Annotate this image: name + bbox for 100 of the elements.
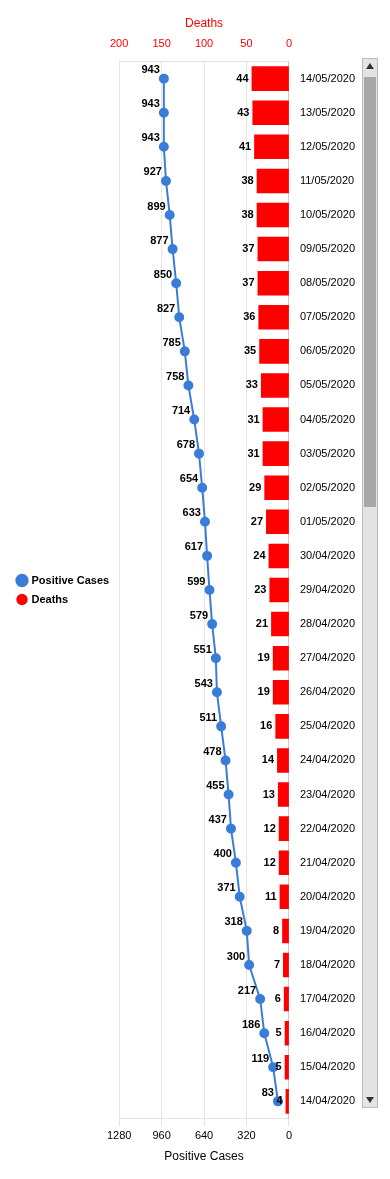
x-axis-title: Positive Cases	[164, 1149, 244, 1164]
data-label: 579	[189, 608, 209, 621]
data-label: 714	[171, 404, 192, 417]
y-tick-label: 18/04/2020	[299, 958, 356, 971]
y-tick-label: 17/04/2020	[299, 992, 356, 1005]
y-tick-label: 08/05/2020	[299, 276, 356, 289]
data-label: 785	[162, 335, 181, 348]
data-label: 654	[179, 472, 200, 485]
data-label: 478	[203, 744, 222, 757]
data-label: 371	[217, 881, 236, 894]
data-label: 758	[166, 369, 185, 382]
data-label: 31	[247, 446, 260, 459]
data-label: 400	[213, 847, 232, 860]
y-tick-label: 04/05/2020	[299, 412, 356, 425]
point	[230, 857, 241, 868]
data-label: 437	[208, 813, 227, 826]
data-label: 927	[143, 165, 162, 178]
data-label: 13	[262, 787, 275, 800]
data-label: 455	[206, 779, 225, 792]
x2-tick-label: 0	[285, 37, 293, 50]
data-label: 300	[226, 949, 246, 962]
y-tick-label: 10/05/2020	[299, 208, 356, 221]
point	[225, 823, 236, 834]
y-tick-label: 12/05/2020	[299, 139, 356, 152]
data-label: 36	[243, 310, 256, 323]
point	[179, 346, 190, 357]
point	[158, 73, 169, 84]
point	[241, 925, 252, 936]
point	[207, 619, 218, 630]
point	[174, 312, 185, 323]
x2-axis-title: Deaths	[185, 15, 224, 30]
data-label: 12	[263, 855, 276, 868]
x2-tick-label: 50	[240, 37, 253, 50]
y-tick-label: 26/04/2020	[299, 685, 356, 698]
point	[194, 448, 205, 459]
y-tick-label: 29/04/2020	[299, 583, 356, 596]
y-tick-label: 14/04/2020	[299, 1094, 356, 1107]
data-label: 33	[245, 378, 258, 391]
data-label: 318	[224, 915, 243, 928]
point	[211, 687, 222, 698]
data-label: 850	[153, 267, 173, 280]
point	[234, 891, 245, 902]
data-label: 38	[241, 173, 254, 186]
point	[199, 516, 210, 527]
y-tick-label: 11/05/2020	[299, 173, 355, 186]
data-label: 12	[263, 821, 276, 834]
point	[204, 585, 215, 595]
y-tick-label: 01/05/2020	[299, 514, 356, 527]
point	[189, 414, 200, 425]
data-label: 186	[241, 1017, 261, 1030]
data-label: 29	[249, 480, 262, 493]
y-tick-label: 27/04/2020	[299, 651, 356, 664]
data-label: 551	[193, 642, 212, 655]
data-label: 119	[251, 1051, 270, 1064]
point	[216, 721, 227, 732]
data-label: 37	[242, 276, 255, 289]
data-label: 877	[150, 233, 169, 246]
data-label: 678	[176, 438, 196, 451]
data-label: 27	[250, 514, 264, 527]
x-tick-label: 960	[152, 1129, 171, 1142]
y-tick-label: 05/05/2020	[299, 378, 356, 391]
data-label: 38	[241, 208, 254, 221]
data-label: 511	[199, 710, 218, 723]
data-label: 899	[147, 199, 166, 212]
y-tick-label: 13/05/2020	[299, 105, 356, 118]
data-label: 37	[242, 242, 255, 255]
point	[220, 755, 231, 766]
point	[164, 210, 175, 221]
data-label: 8	[273, 923, 280, 936]
data-label: 16	[260, 719, 273, 732]
y-tick-label: 06/05/2020	[299, 344, 356, 357]
y-tick-label: 19/04/2020	[299, 923, 356, 936]
data-label: 4	[276, 1094, 284, 1107]
point	[255, 994, 266, 1005]
x-tick-label: 1280	[106, 1129, 132, 1142]
point	[259, 1028, 270, 1039]
point	[158, 107, 169, 118]
legend-label: Positive Cases	[31, 573, 110, 586]
y-tick-label: 23/04/2020	[299, 787, 356, 800]
data-label: 943	[141, 63, 160, 76]
point	[223, 789, 234, 800]
y-tick-label: 09/05/2020	[299, 242, 356, 255]
data-label: 11	[264, 889, 277, 902]
data-label: 31	[247, 412, 260, 425]
point	[167, 244, 178, 255]
data-label: 943	[141, 97, 160, 110]
data-label: 599	[187, 574, 206, 587]
y-tick-label: 22/04/2020	[299, 821, 356, 834]
data-label: 24	[253, 548, 267, 561]
y-tick-label: 15/04/2020	[299, 1060, 356, 1073]
y-tick-label: 07/05/2020	[299, 310, 356, 323]
y-tick-label: 21/04/2020	[299, 855, 356, 868]
data-label: 35	[243, 344, 257, 357]
data-label: 43	[237, 105, 250, 118]
data-label: 943	[141, 131, 160, 144]
x-tick-label: 640	[194, 1129, 214, 1142]
point	[197, 482, 208, 493]
x-tick-label: 320	[237, 1129, 256, 1142]
data-label: 41	[238, 139, 252, 152]
y-tick-label: 25/04/2020	[299, 719, 356, 732]
